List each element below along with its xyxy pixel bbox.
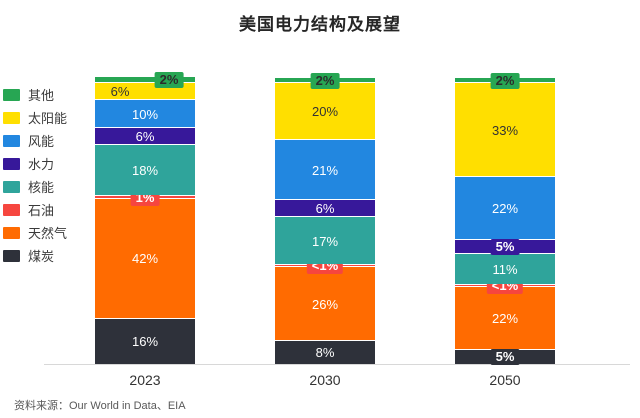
segment-solar-2023 <box>95 82 195 99</box>
segment-nuclear-2050 <box>455 253 555 285</box>
legend-label-solar: 太阳能 <box>28 111 68 126</box>
legend-swatch-gas <box>3 226 20 239</box>
segment-oil-2030 <box>275 265 375 267</box>
legend-item-gas: 天然气 <box>3 221 67 244</box>
segment-coal-2050 <box>455 349 555 364</box>
legend-swatch-coal <box>3 249 20 262</box>
legend-label-nuclear: 核能 <box>28 180 55 195</box>
legend-swatch-hydro <box>3 157 20 170</box>
segment-oil-2023 <box>95 196 195 199</box>
segment-solar-2050 <box>455 83 555 177</box>
legend: 其他太阳能风能水力核能石油天然气煤炭 <box>3 83 67 267</box>
legend-swatch-solar <box>3 111 20 124</box>
segment-nuclear-2030 <box>275 216 375 265</box>
legend-item-wind: 风能 <box>3 129 67 152</box>
segment-other-2030 <box>275 77 375 83</box>
legend-label-coal: 煤炭 <box>28 249 55 264</box>
segment-gas-2030 <box>275 267 375 341</box>
segment-hydro-2023 <box>95 128 195 145</box>
legend-label-other: 其他 <box>28 88 55 103</box>
segment-hydro-2050 <box>455 239 555 253</box>
segment-other-2023 <box>95 77 195 82</box>
segment-coal-2023 <box>95 318 195 364</box>
legend-label-oil: 石油 <box>28 203 55 218</box>
legend-item-hydro: 水力 <box>3 152 67 175</box>
segment-solar-2030 <box>275 83 375 140</box>
legend-swatch-other <box>3 88 20 101</box>
legend-label-gas: 天然气 <box>28 226 68 241</box>
legend-label-wind: 风能 <box>28 134 55 149</box>
legend-item-solar: 太阳能 <box>3 106 67 129</box>
segment-oil-2050 <box>455 285 555 287</box>
legend-item-oil: 石油 <box>3 198 67 221</box>
legend-label-hydro: 水力 <box>28 157 55 172</box>
legend-item-coal: 煤炭 <box>3 244 67 267</box>
chart-title: 美国电力结构及展望 <box>239 15 401 34</box>
segment-hydro-2030 <box>275 199 375 216</box>
segment-other-2050 <box>455 77 555 83</box>
segment-wind-2030 <box>275 140 375 199</box>
x-axis-label-2030: 2030 <box>309 372 341 388</box>
x-axis-line <box>44 364 630 365</box>
legend-swatch-nuclear <box>3 180 20 193</box>
legend-swatch-oil <box>3 203 20 216</box>
segment-nuclear-2023 <box>95 145 195 196</box>
segment-wind-2023 <box>95 99 195 128</box>
segment-gas-2023 <box>95 199 195 318</box>
legend-swatch-wind <box>3 134 20 147</box>
source-note: 资料来源：Our World in Data、EIA <box>14 400 186 412</box>
segment-wind-2050 <box>455 177 555 239</box>
x-axis-label-2023: 2023 <box>129 372 161 388</box>
legend-item-nuclear: 核能 <box>3 175 67 198</box>
segment-coal-2030 <box>275 341 375 364</box>
segment-gas-2050 <box>455 287 555 349</box>
legend-item-other: 其他 <box>3 83 67 106</box>
x-axis-label-2050: 2050 <box>489 372 521 388</box>
